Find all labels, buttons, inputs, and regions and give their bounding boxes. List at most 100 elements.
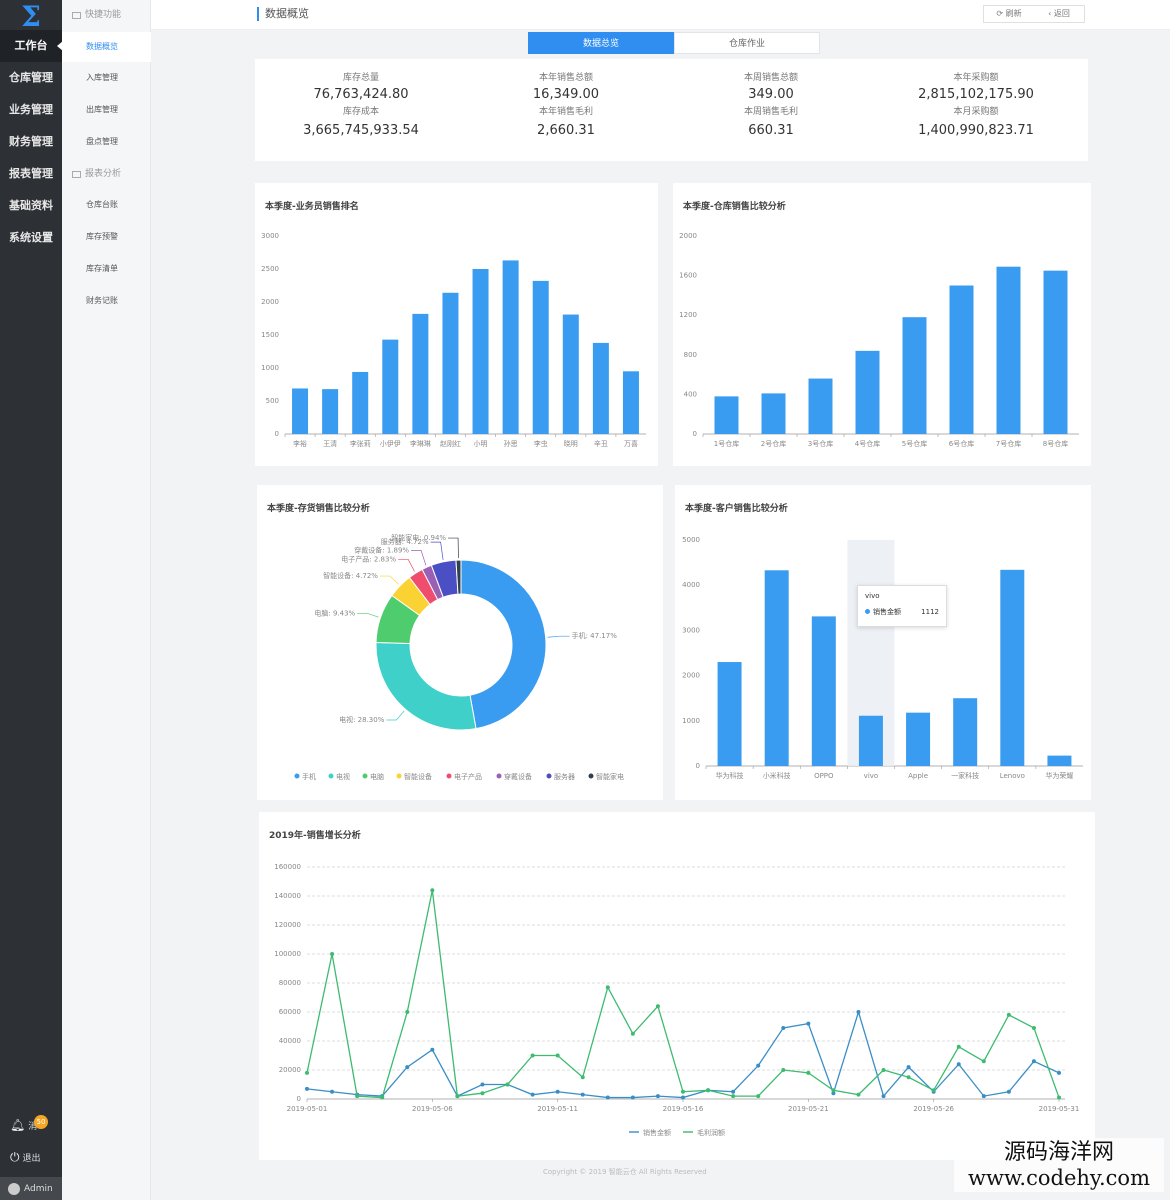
x-tick-label: 赵刚红 bbox=[440, 439, 461, 448]
slice-label: 手机: 47.17% bbox=[572, 631, 618, 640]
x-tick-label: OPPO bbox=[814, 772, 834, 780]
bar bbox=[322, 389, 339, 434]
legend-label: 手机 bbox=[302, 772, 316, 781]
stat-label: 本周销售毛利 bbox=[743, 107, 798, 117]
chart-title: 本季度-客户销售比较分析 bbox=[685, 504, 788, 514]
y-tick-label: 0 bbox=[297, 1095, 301, 1103]
submenu-item-ledger[interactable]: 仓库台账 bbox=[86, 200, 118, 209]
x-tick-label: 2019-05-01 bbox=[287, 1105, 328, 1113]
legend-dot bbox=[294, 773, 300, 779]
stat-label: 本年销售毛利 bbox=[538, 107, 593, 117]
x-tick-label: vivo bbox=[864, 772, 879, 780]
legend-dot bbox=[362, 773, 368, 779]
y-tick-label: 4000 bbox=[682, 581, 700, 589]
tab-data-overview[interactable]: 数据总览 bbox=[528, 32, 674, 54]
y-tick-label: 2000 bbox=[679, 232, 697, 240]
stat-yearly-sales: 本年销售总额 16,349.00 本年销售毛利 2,660.31 bbox=[466, 71, 666, 141]
submenu-item-overview[interactable]: 数据概览 bbox=[62, 32, 151, 62]
bar bbox=[1047, 755, 1072, 766]
submenu-item-outbound[interactable]: 出库管理 bbox=[86, 105, 118, 114]
power-icon: ⏻ bbox=[10, 1150, 20, 1164]
watermark: 源码海洋网 www.codehy.com bbox=[954, 1138, 1164, 1192]
bar bbox=[902, 317, 927, 434]
y-tick-label: 160000 bbox=[274, 863, 301, 871]
x-tick-label: 2019-05-16 bbox=[663, 1105, 704, 1113]
nav-item-finance[interactable]: 财务管理 bbox=[9, 135, 53, 148]
user-menu[interactable]: Admin bbox=[0, 1177, 62, 1200]
bar bbox=[949, 285, 974, 434]
data-point bbox=[605, 1095, 610, 1100]
x-tick-label: 小米科技 bbox=[763, 771, 791, 780]
list-icon bbox=[72, 170, 81, 178]
data-point bbox=[330, 1089, 335, 1094]
submenu-item-stock-alert[interactable]: 库存预警 bbox=[86, 232, 118, 241]
bar bbox=[953, 698, 978, 766]
sigma-logo-icon[interactable]: Σ bbox=[21, 0, 41, 33]
stat-value: 3,665,745,933.54 bbox=[303, 123, 419, 138]
stat-value: 349.00 bbox=[748, 87, 794, 102]
bar bbox=[622, 371, 639, 434]
data-point bbox=[480, 1082, 485, 1087]
submenu-group-shortcuts[interactable]: 快捷功能 bbox=[62, 0, 151, 30]
messages-button[interactable]: 🔔︎ 消 bbox=[10, 1118, 37, 1132]
x-tick-label: 李琳琳 bbox=[410, 439, 431, 448]
data-point bbox=[781, 1025, 786, 1030]
donut-slice bbox=[460, 559, 547, 730]
submenu-group-reports[interactable]: 报表分析 bbox=[62, 159, 151, 189]
main-sidebar: Σ 工作台 仓库管理 业务管理 财务管理 报表管理 基础资料 系统设置 🔔︎ 消… bbox=[0, 0, 63, 1200]
copyright-text: Copyright © 2019 智能云仓 All Rights Reserve… bbox=[543, 1168, 707, 1176]
y-tick-label: 1000 bbox=[261, 364, 279, 372]
data-point bbox=[981, 1059, 986, 1064]
x-tick-label: 5号仓库 bbox=[902, 439, 927, 448]
list-icon bbox=[72, 11, 81, 19]
bar bbox=[442, 292, 459, 434]
data-point bbox=[681, 1089, 685, 1094]
label-leader-line bbox=[411, 550, 427, 566]
data-point bbox=[906, 1065, 911, 1070]
legend-dot bbox=[546, 773, 552, 779]
refresh-button[interactable]: ⟳ 刷新 bbox=[996, 9, 1022, 18]
nav-item-workbench[interactable]: 工作台 bbox=[0, 30, 63, 62]
stat-value: 16,349.00 bbox=[532, 87, 600, 102]
tab-warehouse-ops[interactable]: 仓库作业 bbox=[674, 32, 820, 54]
slice-label: 电子产品: 2.83% bbox=[341, 554, 396, 563]
x-tick-label: 王清 bbox=[323, 439, 337, 448]
y-tick-label: 5000 bbox=[682, 536, 700, 544]
nav-item-basic-data[interactable]: 基础资料 bbox=[9, 199, 53, 212]
x-tick-label: 李裕 bbox=[293, 439, 307, 448]
stat-value: 2,815,102,175.90 bbox=[918, 87, 1034, 102]
submenu-item-stock-list[interactable]: 库存清单 bbox=[86, 264, 118, 273]
stat-label: 库存总量 bbox=[342, 73, 379, 83]
sales-growth-card: 2019年-销售增长分析 0 20000 40000 60000 80000 100000… bbox=[259, 812, 1095, 1160]
y-tick-label: 1600 bbox=[679, 272, 697, 280]
stat-label: 本年采购额 bbox=[953, 73, 999, 83]
back-button[interactable]: ‹ 返回 bbox=[1048, 9, 1070, 18]
customer-bar-chart: 0 1000 2000 3000 4000 5000 华为科技 小米科技 OPPO vivo App… bbox=[682, 536, 1083, 780]
data-point bbox=[881, 1068, 886, 1072]
inventory-donut-chart: 手机: 47.17% 电视: 28.30% 电脑: 9.43% 智能设备: 4.72%… bbox=[294, 533, 624, 781]
page-title: 数据概览 bbox=[257, 7, 309, 21]
message-count-badge: 50 bbox=[34, 1115, 48, 1129]
nav-item-warehouse[interactable]: 仓库管理 bbox=[9, 71, 53, 84]
messages-label: 消 bbox=[28, 1121, 38, 1132]
data-point bbox=[580, 1092, 585, 1097]
submenu-item-inbound[interactable]: 入库管理 bbox=[86, 73, 118, 82]
tooltip-value: 1112 bbox=[921, 608, 939, 616]
nav-item-reports[interactable]: 报表管理 bbox=[9, 167, 53, 180]
logout-button[interactable]: ⏻ 退出 bbox=[10, 1150, 41, 1165]
x-tick-label: 小伊伊 bbox=[380, 439, 401, 448]
data-point bbox=[630, 1095, 635, 1100]
customer-sales-card: 本季度-客户销售比较分析 0 1000 2000 3000 4000 5000 华为科技 小米… bbox=[675, 485, 1091, 800]
data-point bbox=[430, 1047, 435, 1052]
x-tick-label: Apple bbox=[908, 772, 928, 780]
legend-label: 毛利润额 bbox=[697, 1128, 725, 1137]
warehouse-sales-card: 本季度-仓库销售比较分析 0 400 800 1200 1600 2000 1号仓库 2号仓库… bbox=[673, 183, 1091, 466]
stat-value: 2,660.31 bbox=[537, 123, 595, 138]
nav-item-business[interactable]: 业务管理 bbox=[9, 103, 53, 116]
bar bbox=[906, 712, 931, 766]
data-point bbox=[555, 1053, 560, 1058]
nav-item-settings[interactable]: 系统设置 bbox=[9, 231, 53, 244]
bar bbox=[592, 342, 609, 434]
submenu-item-accounting[interactable]: 财务记账 bbox=[86, 296, 118, 305]
submenu-item-stocktake[interactable]: 盘点管理 bbox=[86, 137, 118, 146]
